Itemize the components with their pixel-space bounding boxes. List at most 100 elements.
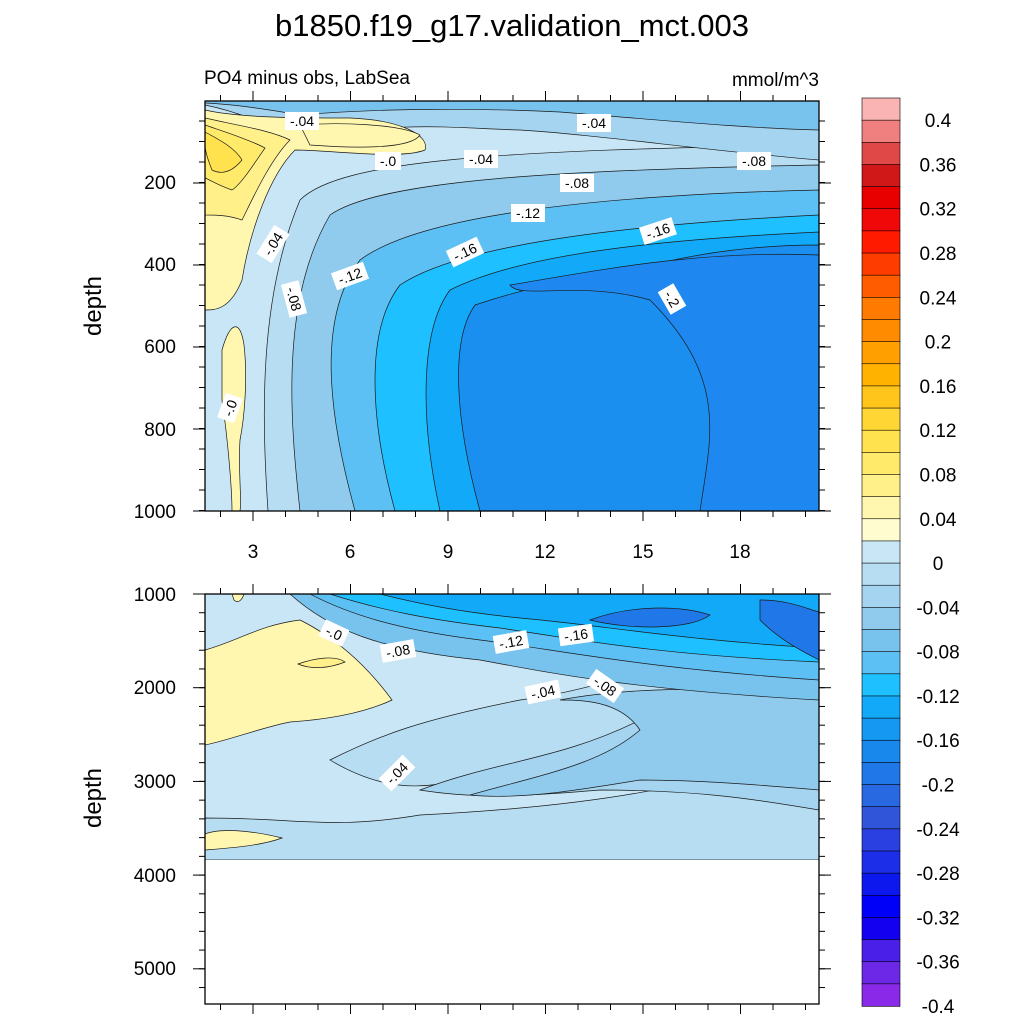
colorbar-swatch bbox=[861, 452, 901, 476]
contour-label: -.0 bbox=[220, 397, 241, 418]
contour-label: -.2 bbox=[661, 288, 683, 310]
lower-contour-labels: -.0 -.08 -.12 -.16 -.04 -.08 -.04 bbox=[318, 619, 625, 792]
colorbar-swatch bbox=[861, 673, 901, 697]
colorbar-swatch bbox=[861, 850, 901, 874]
colorbar-label: 0 bbox=[933, 554, 944, 575]
upper-panel: -.04 -.04 -.0 -.04 -.08 -.08 -.12 -.04 -… bbox=[80, 91, 831, 563]
positive-region-2 bbox=[297, 657, 346, 668]
colorbar-swatch bbox=[861, 983, 901, 1007]
chart-title: b1850.f19_g17.validation_mct.003 bbox=[275, 8, 749, 43]
colorbar-label: 0.12 bbox=[920, 421, 957, 442]
level-fill-028 bbox=[509, 253, 819, 511]
contour-label: -.04 bbox=[290, 113, 314, 129]
colorbar-label: -0.32 bbox=[916, 908, 959, 929]
contour-label: -.0 bbox=[323, 622, 345, 643]
colorbar-swatch bbox=[861, 297, 901, 321]
colorbar-swatch bbox=[861, 717, 901, 741]
colorbar-label: 0.16 bbox=[920, 377, 957, 398]
colorbar-swatch bbox=[861, 385, 901, 409]
colorbar-swatch bbox=[861, 739, 901, 764]
contour-label: -.08 bbox=[283, 285, 305, 313]
y-tick-label: 2000 bbox=[134, 678, 176, 699]
lower-y-axis-label: depth bbox=[80, 768, 107, 828]
y-tick-label: 3000 bbox=[134, 772, 176, 793]
colorbar-swatch bbox=[861, 518, 901, 542]
colorbar-swatch bbox=[861, 474, 901, 498]
colorbar-swatch bbox=[861, 695, 901, 719]
y-tick-label: 1000 bbox=[134, 502, 176, 523]
positive-region-5 bbox=[299, 123, 421, 148]
colorbar-swatch bbox=[861, 917, 901, 941]
colorbar-label: -0.16 bbox=[916, 731, 959, 752]
positive-region-3 bbox=[205, 830, 284, 851]
x-tick-label: 18 bbox=[729, 542, 750, 563]
colorbar-swatch bbox=[861, 252, 901, 276]
contour-label: -.16 bbox=[563, 625, 589, 644]
colorbar-swatch bbox=[861, 141, 901, 166]
colorbar-swatch bbox=[861, 319, 901, 343]
contour-label: -.16 bbox=[644, 220, 672, 243]
contour-label: -.12 bbox=[516, 205, 540, 221]
upper-tick-marks bbox=[193, 91, 831, 521]
y-tick-label: 600 bbox=[144, 337, 176, 358]
x-tick-label: 15 bbox=[632, 542, 653, 563]
colorbar-swatch bbox=[861, 119, 901, 144]
lower-contour-fill bbox=[205, 594, 819, 860]
colorbar-swatch bbox=[861, 828, 901, 852]
colorbar-swatch bbox=[861, 230, 901, 254]
y-tick-label: 4000 bbox=[134, 866, 176, 887]
colorbar-swatch bbox=[861, 429, 901, 454]
lower-panel: -.0 -.08 -.12 -.16 -.04 -.08 -.04 1000 2… bbox=[80, 584, 831, 1014]
colorbar-label: 0.24 bbox=[920, 288, 957, 309]
contour-label: -.0 bbox=[380, 153, 397, 169]
y-tick-label: 400 bbox=[144, 255, 176, 276]
colorbar-swatch bbox=[861, 407, 901, 431]
colorbar-label: 0.28 bbox=[920, 244, 957, 265]
colorbar-swatch bbox=[861, 894, 901, 919]
colorbar-swatch bbox=[861, 762, 901, 786]
y-tick-label: 800 bbox=[144, 420, 176, 441]
contour-label: -.08 bbox=[742, 153, 766, 169]
contour-label: -.12 bbox=[498, 632, 525, 652]
surface-band-2 bbox=[205, 101, 819, 131]
colorbar-swatch bbox=[861, 164, 901, 188]
colorbar-label: 0.08 bbox=[920, 466, 957, 487]
colorbar-label: -0.4 bbox=[922, 997, 955, 1018]
colorbar-label: -0.2 bbox=[922, 776, 955, 797]
colorbar-swatch bbox=[861, 784, 901, 808]
x-tick-label: 9 bbox=[443, 542, 454, 563]
units-label: mmol/m^3 bbox=[732, 70, 819, 91]
colorbar-swatch bbox=[861, 939, 901, 963]
positive-region-1 bbox=[205, 619, 393, 746]
colorbar-label: 0.2 bbox=[925, 333, 951, 354]
colorbar-swatch bbox=[861, 806, 901, 830]
colorbar bbox=[861, 97, 901, 1007]
y-tick-label: 5000 bbox=[134, 959, 176, 980]
lower-plot-frame bbox=[204, 593, 820, 1005]
colorbar-swatch bbox=[861, 208, 901, 232]
contour-label: -.04 bbox=[469, 151, 493, 167]
upper-x-ticks: 3 6 9 12 15 18 bbox=[248, 542, 751, 563]
contour-label: -.08 bbox=[385, 641, 412, 661]
upper-y-axis-label: depth bbox=[80, 276, 107, 336]
upper-y-ticks: 200 400 600 800 1000 bbox=[134, 173, 176, 523]
colorbar-labels: 0.4 0.36 0.32 0.28 0.24 0.2 0.16 0.12 0.08 0.04 0 -… bbox=[916, 111, 960, 1018]
colorbar-swatch bbox=[861, 562, 901, 586]
y-tick-label: 200 bbox=[144, 173, 176, 194]
colorbar-swatch bbox=[861, 651, 901, 675]
colorbar-label: 0.32 bbox=[920, 200, 957, 221]
colorbar-swatch bbox=[861, 540, 901, 564]
colorbar-label: -0.12 bbox=[916, 687, 959, 708]
colorbar-swatch bbox=[861, 961, 901, 985]
colorbar-label: -0.08 bbox=[916, 643, 959, 664]
colorbar-swatch bbox=[861, 97, 901, 121]
colorbar-swatch bbox=[861, 186, 901, 210]
colorbar-label: -0.24 bbox=[916, 820, 960, 841]
colorbar-swatch bbox=[861, 872, 901, 896]
upper-contour-fill bbox=[205, 101, 819, 511]
colorbar-label: 0.36 bbox=[920, 155, 957, 176]
colorbar-label: -0.28 bbox=[916, 864, 959, 885]
contour-label: -.04 bbox=[530, 682, 557, 703]
lower-tick-marks bbox=[193, 584, 831, 1014]
